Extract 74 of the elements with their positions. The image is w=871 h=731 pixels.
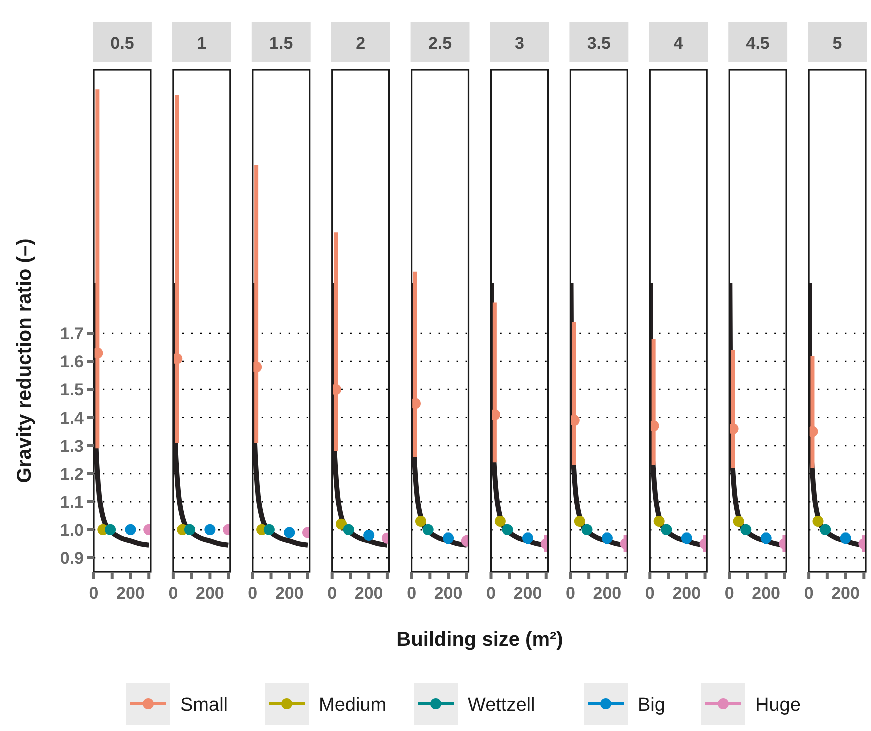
chart-title: 2.5 [428, 34, 452, 53]
point [522, 532, 534, 544]
point [650, 420, 660, 432]
y-tick-label: 1.0 [60, 520, 84, 540]
point [412, 398, 421, 410]
point [415, 516, 426, 528]
point [812, 516, 824, 528]
legend-label: Wettzell [468, 695, 536, 716]
x-tick-label: 0 [724, 584, 734, 603]
legend-label: Big [638, 695, 666, 716]
x-tick-label: 200 [275, 584, 304, 603]
point [740, 524, 752, 536]
point [332, 384, 342, 396]
point [582, 524, 593, 536]
y-tick-label: 1.1 [60, 492, 84, 512]
point [343, 524, 354, 536]
x-axis-title: Building size (m²) [396, 629, 564, 651]
x-tick-label: 0 [486, 584, 496, 603]
point [494, 516, 506, 528]
x-tick-label: 0 [566, 584, 576, 603]
x-tick-label: 200 [354, 584, 384, 603]
x-tick-label: 0 [328, 584, 338, 603]
point [730, 423, 739, 434]
point [491, 409, 500, 420]
point [574, 516, 586, 528]
chart-title: 1 [197, 34, 207, 53]
legend-label: Small [180, 695, 228, 716]
x-tick-label: 0 [804, 584, 814, 603]
chart-title: 4 [674, 34, 684, 53]
chart-title: 1.5 [270, 34, 294, 53]
legend-label: Medium [319, 695, 387, 716]
point [820, 524, 832, 536]
y-tick-label: 1.3 [60, 436, 84, 456]
point [809, 426, 818, 438]
point [681, 532, 692, 544]
x-tick-label: 200 [116, 584, 145, 603]
chart-title: 4.5 [746, 34, 770, 53]
y-tick-label: 1.6 [60, 352, 84, 372]
y-axis-title: Gravity reduction ratio (–) [14, 238, 36, 484]
x-tick-label: 200 [752, 584, 781, 603]
point [570, 415, 580, 426]
chart-title: 2 [356, 34, 366, 53]
y-tick-label: 1.5 [60, 380, 84, 400]
point [422, 524, 434, 536]
y-tick-label: 0.9 [60, 548, 84, 568]
chart-title: 3.5 [587, 34, 611, 53]
point [840, 532, 852, 544]
x-tick-label: 200 [672, 584, 702, 603]
point [336, 518, 348, 530]
x-tick-label: 0 [168, 584, 178, 603]
y-tick-label: 1.2 [60, 464, 84, 484]
x-tick-label: 0 [248, 584, 258, 603]
point [661, 524, 672, 536]
chart-title: 5 [832, 34, 842, 53]
point [443, 532, 454, 544]
y-tick-label: 1.7 [60, 324, 84, 344]
chart-title: 3 [514, 34, 524, 53]
x-tick-label: 200 [593, 584, 622, 603]
x-tick-label: 200 [196, 584, 224, 603]
x-tick-label: 0 [645, 584, 655, 603]
x-tick-label: 0 [407, 584, 417, 603]
x-tick-label: 200 [514, 584, 542, 603]
legend-label: Huge [756, 695, 801, 716]
point [733, 516, 744, 528]
y-tick-label: 1.4 [60, 408, 85, 428]
x-tick-label: 200 [832, 584, 860, 603]
chart-title: 0.5 [110, 34, 134, 53]
point [364, 530, 375, 542]
point [654, 516, 665, 528]
point [502, 524, 514, 536]
x-tick-label: 200 [434, 584, 463, 603]
point [760, 532, 772, 544]
point [602, 532, 613, 544]
x-tick-label: 0 [89, 584, 99, 603]
